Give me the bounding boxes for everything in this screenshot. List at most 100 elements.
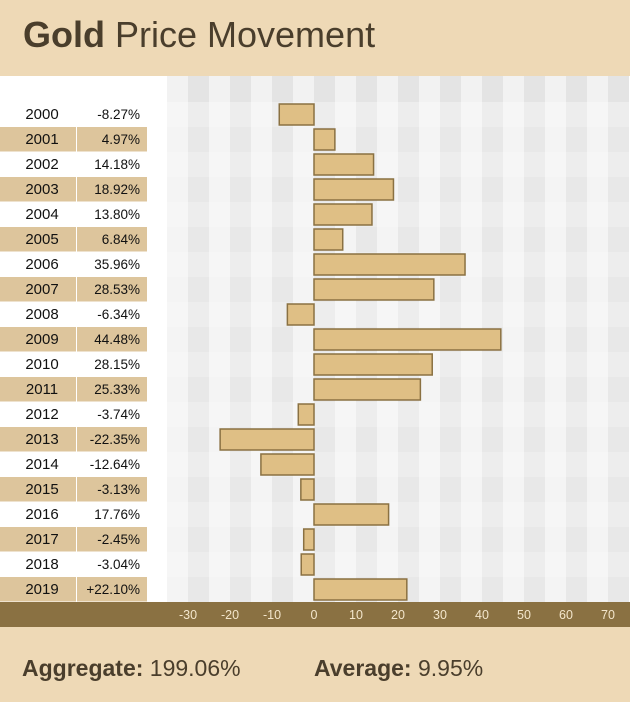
year-label: 2000 bbox=[25, 106, 58, 123]
year-cell bbox=[0, 152, 76, 177]
row-stripe bbox=[147, 227, 630, 252]
header: Gold Price Movement bbox=[0, 0, 630, 76]
value-label: 17.76% bbox=[94, 507, 140, 522]
grid-band bbox=[209, 76, 230, 602]
bar bbox=[313, 128, 336, 151]
year-label: 2007 bbox=[25, 281, 58, 298]
year-cell bbox=[0, 202, 76, 227]
footer: Aggregate: 199.06% Average: 9.95% bbox=[0, 627, 630, 702]
x-tick-label: -20 bbox=[221, 608, 239, 622]
year-cell bbox=[0, 127, 76, 152]
year-label: 2001 bbox=[25, 131, 58, 148]
year-cell bbox=[0, 502, 76, 527]
bar bbox=[302, 528, 315, 551]
grid-band bbox=[188, 76, 209, 602]
row-stripe bbox=[147, 127, 630, 152]
year-label: 2011 bbox=[26, 381, 58, 398]
value-label: -6.34% bbox=[97, 307, 140, 322]
year-cell bbox=[0, 577, 76, 602]
value-cell bbox=[77, 377, 147, 402]
value-cell bbox=[77, 152, 147, 177]
value-cell bbox=[77, 477, 147, 502]
bar-chart: 2000 -8.27% 2001 4.97% 2002 14.18% 2003 18.92% 2… bbox=[0, 76, 630, 602]
plot-area: 2000 -8.27% 2001 4.97% 2002 14.18% 2003 18.92% 2… bbox=[0, 76, 630, 602]
value-label: -2.45% bbox=[97, 532, 140, 547]
aggregate-label: Aggregate: bbox=[22, 655, 144, 681]
bar bbox=[313, 378, 422, 401]
x-tick-label: 70 bbox=[601, 608, 615, 622]
average-value: 9.95% bbox=[417, 655, 484, 681]
value-cell bbox=[77, 277, 147, 302]
year-cell bbox=[0, 102, 76, 127]
year-label: 2008 bbox=[25, 306, 58, 323]
value-label: -8.27% bbox=[97, 107, 140, 122]
aggregate-stat: Aggregate: 199.06% bbox=[22, 655, 241, 682]
average-stat: Average: 9.95% bbox=[314, 655, 483, 682]
bar bbox=[313, 153, 375, 176]
grid-band bbox=[167, 76, 188, 602]
year-label: 2015 bbox=[25, 481, 58, 498]
year-cell bbox=[0, 477, 76, 502]
x-tick-label: 10 bbox=[349, 608, 363, 622]
year-cell bbox=[0, 402, 76, 427]
value-label: 35.96% bbox=[94, 257, 140, 272]
row-stripe bbox=[147, 102, 630, 127]
year-cell bbox=[0, 527, 76, 552]
bar bbox=[313, 253, 466, 276]
value-label: 18.92% bbox=[94, 182, 140, 197]
average-label: Average: bbox=[314, 655, 412, 681]
grid-band bbox=[566, 76, 587, 602]
bar bbox=[313, 278, 435, 301]
x-axis: -30 -20 -10 0 10 20 30 40 50 60 70 bbox=[179, 608, 615, 622]
row-stripe bbox=[147, 477, 630, 502]
year-cell bbox=[0, 552, 76, 577]
x-tick-label: 40 bbox=[475, 608, 489, 622]
value-label: 13.80% bbox=[94, 207, 140, 222]
value-label: -3.04% bbox=[97, 557, 140, 572]
year-label: 2003 bbox=[25, 181, 58, 198]
grid-band bbox=[545, 76, 566, 602]
bar bbox=[219, 428, 315, 451]
x-axis-band: -30 -20 -10 0 10 20 30 40 50 60 70 bbox=[0, 602, 630, 627]
year-cell bbox=[0, 452, 76, 477]
value-label: +22.10% bbox=[86, 582, 140, 597]
bar bbox=[313, 228, 344, 251]
year-label: 2019 bbox=[25, 581, 58, 598]
title-bold: Gold bbox=[23, 14, 105, 55]
value-cell bbox=[77, 352, 147, 377]
year-cell bbox=[0, 327, 76, 352]
bar bbox=[286, 303, 315, 326]
x-tick-label: -10 bbox=[263, 608, 281, 622]
value-cell bbox=[77, 402, 147, 427]
year-cell bbox=[0, 377, 76, 402]
row-stripe bbox=[147, 402, 630, 427]
value-label: 25.33% bbox=[94, 382, 140, 397]
row-stripe bbox=[147, 152, 630, 177]
grid-band bbox=[503, 76, 524, 602]
x-tick-label: 50 bbox=[517, 608, 531, 622]
value-cell bbox=[77, 227, 147, 252]
year-label: 2009 bbox=[25, 331, 58, 348]
bar bbox=[297, 403, 315, 426]
title-rest: Price Movement bbox=[115, 14, 376, 55]
year-label: 2013 bbox=[25, 431, 58, 448]
year-cell bbox=[0, 177, 76, 202]
value-cell bbox=[77, 527, 147, 552]
value-cell bbox=[77, 127, 147, 152]
year-label: 2016 bbox=[25, 506, 58, 523]
year-label: 2018 bbox=[25, 556, 58, 573]
year-label: 2014 bbox=[25, 456, 58, 473]
year-cell bbox=[0, 227, 76, 252]
x-tick-label: -30 bbox=[179, 608, 197, 622]
year-cell bbox=[0, 302, 76, 327]
value-label: 44.48% bbox=[94, 332, 140, 347]
grid-band bbox=[230, 76, 251, 602]
year-label: 2004 bbox=[25, 206, 58, 223]
aggregate-value: 199.06% bbox=[149, 655, 241, 681]
value-cell bbox=[77, 327, 147, 352]
value-cell bbox=[77, 102, 147, 127]
year-cell bbox=[0, 252, 76, 277]
bar bbox=[313, 203, 373, 226]
value-label: -3.13% bbox=[97, 482, 140, 497]
